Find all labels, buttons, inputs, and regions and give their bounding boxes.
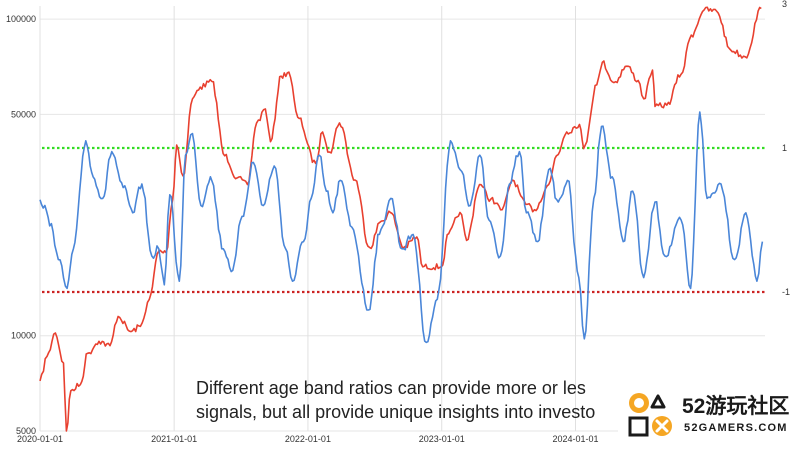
- site-logo: 52游玩社区 52GAMERS.COM: [618, 384, 800, 449]
- x-tick-label: 2020-01-01: [17, 434, 63, 444]
- caption-line-2: signals, but all provide unique insights…: [196, 402, 596, 422]
- price-series-line: [39, 6, 762, 432]
- y-tick-label: 5000: [16, 426, 36, 436]
- logo-url-text: 52GAMERS.COM: [684, 422, 788, 434]
- controller-buttons-icon: [628, 393, 672, 437]
- y-tick-label: 100000: [6, 14, 36, 24]
- series-group: [39, 6, 764, 432]
- right-tick-label: -1: [782, 287, 790, 297]
- x-tick-label: 2021-01-01: [151, 434, 197, 444]
- caption-line-1: Different age band ratios can provide mo…: [196, 378, 586, 398]
- caption: Different age band ratios can provide mo…: [196, 376, 620, 428]
- x-tick-label: 2022-01-01: [285, 434, 331, 444]
- grid: [39, 6, 765, 432]
- x-tick-label: 2023-01-01: [419, 434, 465, 444]
- right-tick-label: 1: [782, 143, 787, 153]
- x-tick-label: 2024-01-01: [552, 434, 598, 444]
- ratio-series-line: [39, 111, 764, 344]
- threshold-lines: [42, 146, 765, 294]
- y-tick-label: 10000: [11, 331, 36, 341]
- logo-brand-text: 52游玩社区: [682, 395, 790, 418]
- y-tick-label: 50000: [11, 109, 36, 119]
- right-tick-label: 3: [782, 0, 787, 9]
